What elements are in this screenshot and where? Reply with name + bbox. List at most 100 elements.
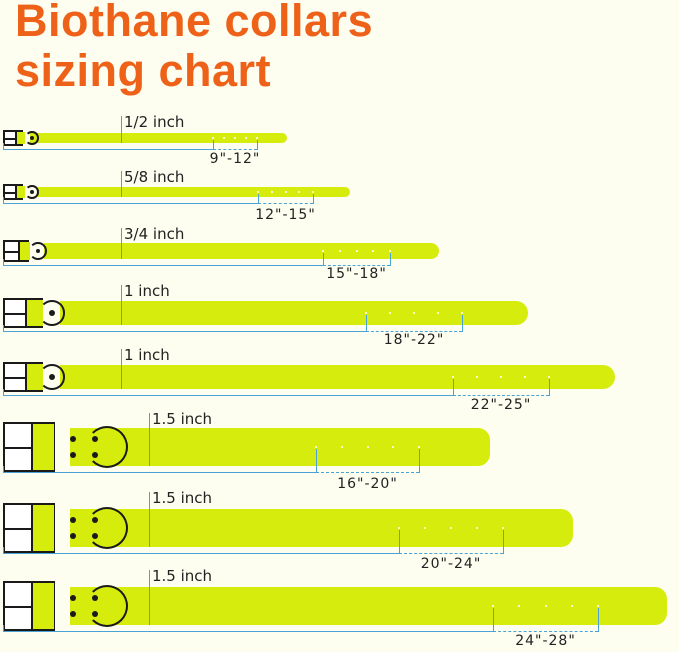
buckle-icon: [3, 503, 55, 553]
collar-strap: [30, 133, 287, 143]
size-range-label: 15"-18": [326, 266, 387, 282]
length-line: [3, 472, 316, 473]
strap-hole: [315, 446, 317, 448]
strap-hole: [212, 137, 214, 139]
width-tick: [121, 349, 122, 389]
width-tick: [149, 570, 150, 625]
collar-strap: [70, 509, 573, 547]
collar-strap: [38, 187, 350, 197]
length-line: [3, 203, 258, 204]
strap-hole: [418, 446, 420, 448]
buckle-divider: [5, 192, 15, 194]
d-ring-icon: [28, 241, 48, 261]
d-ring-icon: [25, 131, 39, 145]
rivet-icon: [36, 249, 40, 253]
collar-strap: [70, 428, 490, 466]
length-line: [3, 331, 366, 332]
width-label: 1 inch: [124, 282, 170, 300]
length-end-tick: [3, 325, 4, 332]
length-end-tick: [3, 143, 4, 150]
size-range-label: 20"-24": [420, 556, 482, 572]
strap-hole: [366, 446, 369, 448]
rivet-icon: [70, 452, 76, 458]
width-tick: [149, 492, 150, 547]
length-end-tick: [3, 389, 4, 396]
rivet-icon: [49, 310, 55, 316]
length-end-tick: [3, 547, 4, 554]
length-line: [3, 553, 399, 554]
rivet-icon: [70, 533, 76, 539]
strap-hole: [298, 191, 301, 193]
buckle-bar: [31, 505, 54, 551]
range-end-tick: [390, 253, 391, 266]
title-line-2: sizing chart: [15, 45, 272, 96]
d-ring-icon: [85, 506, 129, 550]
width-label: 3/4 inch: [124, 225, 185, 243]
d-ring-icon: [25, 185, 39, 199]
strap-hole: [234, 137, 236, 139]
rivet-icon: [30, 136, 34, 140]
strap-hole: [570, 605, 573, 607]
strap-hole: [502, 527, 504, 529]
length-line: [3, 631, 493, 632]
rivet-icon: [70, 611, 76, 617]
strap-hole: [461, 312, 463, 314]
range-line: [453, 395, 549, 396]
buckle-divider: [5, 313, 25, 315]
size-range-label: 22"-25": [470, 397, 532, 413]
d-ring-icon: [85, 584, 129, 628]
length-end-tick: [3, 625, 4, 632]
range-start-tick: [323, 253, 324, 266]
strap-hole: [365, 312, 367, 314]
strap-hole: [389, 312, 391, 314]
size-range-label: 18"-22": [383, 332, 445, 348]
strap-hole: [452, 376, 454, 378]
rivet-icon: [92, 595, 98, 601]
rivet-icon: [70, 595, 76, 601]
range-end-tick: [598, 608, 599, 632]
size-range-label: 24"-28": [515, 633, 576, 649]
buckle-icon: [3, 362, 43, 392]
range-end-tick: [462, 315, 463, 332]
rivet-icon: [92, 452, 98, 458]
buckle-bar: [25, 300, 43, 326]
width-tick: [121, 285, 122, 325]
strap-hole: [340, 446, 343, 448]
collar-strap: [70, 587, 667, 625]
rivet-icon: [92, 533, 98, 539]
range-end-tick: [503, 530, 504, 554]
width-label: 1/2 inch: [124, 113, 185, 131]
range-end-tick: [313, 194, 314, 204]
strap-hole: [518, 605, 521, 607]
range-line: [323, 265, 390, 266]
length-end-tick: [3, 259, 4, 266]
strap-hole: [476, 376, 478, 378]
strap-hole: [312, 191, 314, 193]
range-line: [399, 553, 503, 554]
strap-hole: [492, 605, 494, 607]
size-range-label: 12"-15": [255, 207, 316, 223]
strap-hole: [284, 191, 287, 193]
range-end-tick: [549, 379, 550, 396]
strap-hole: [245, 137, 247, 139]
strap-hole: [338, 250, 341, 252]
strap-hole: [437, 312, 439, 314]
buckle-bar: [15, 132, 25, 144]
length-line: [3, 265, 323, 266]
buckle-bar: [31, 424, 54, 470]
range-start-tick: [213, 140, 214, 150]
rivet-icon: [92, 611, 98, 617]
buckle-bar: [15, 186, 25, 198]
strap-hole: [476, 527, 478, 529]
length-end-tick: [3, 197, 4, 204]
strap-hole: [424, 527, 426, 529]
rivet-icon: [70, 517, 76, 523]
range-start-tick: [366, 315, 367, 332]
width-tick: [121, 228, 122, 259]
buckle-icon: [3, 581, 55, 631]
d-ring-icon: [39, 364, 65, 390]
strap-hole: [389, 250, 391, 252]
size-range-label: 16"-20": [337, 476, 398, 492]
buckle-icon: [3, 184, 25, 200]
buckle-divider: [5, 377, 25, 379]
